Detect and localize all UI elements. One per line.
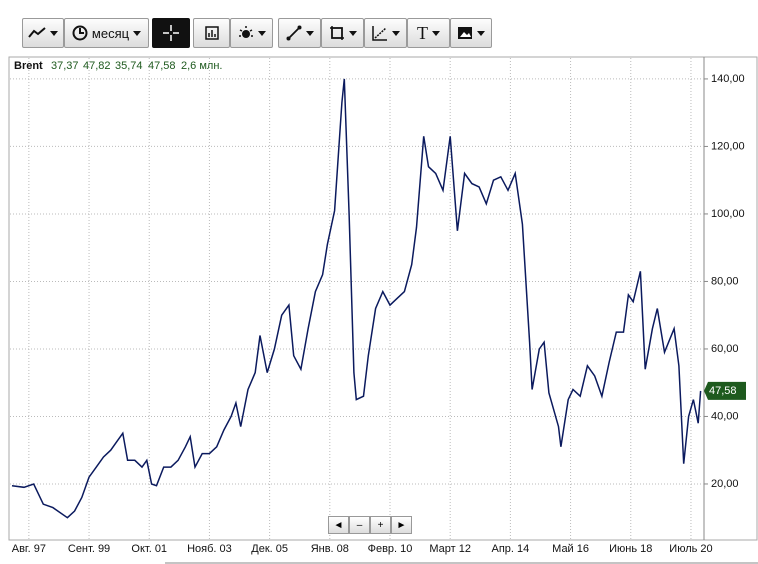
header-close: 47,58 [148, 60, 176, 72]
y-tick-label: 80,00 [711, 275, 739, 287]
x-tick-label: Янв. 08 [311, 543, 349, 555]
x-tick-label: Сент. 99 [68, 543, 110, 555]
x-tick-label: Июнь 18 [609, 543, 652, 555]
text-tool-label: T [417, 22, 428, 43]
nav-left[interactable]: ◄ [328, 516, 349, 534]
header-open: 37,37 [51, 60, 79, 72]
icon [238, 26, 253, 38]
icon [371, 26, 387, 41]
period-button[interactable]: месяц [64, 18, 149, 48]
nav-right[interactable]: ► [391, 516, 412, 534]
price-line [11, 78, 702, 519]
x-tick-label: Май 16 [552, 543, 589, 555]
x-tick-label: Авг. 97 [12, 543, 46, 555]
y-tick-label: 140,00 [711, 73, 745, 85]
period-label: месяц [91, 25, 130, 41]
x-tick-label: Нояб. 03 [187, 543, 232, 555]
chart-frame [8, 56, 758, 541]
chart-type-button[interactable] [22, 18, 64, 48]
y-tick-label: 100,00 [711, 208, 745, 220]
icon [28, 27, 46, 38]
icon [458, 27, 472, 39]
price-tag [704, 381, 746, 400]
icon [329, 26, 344, 40]
settings-button[interactable] [230, 18, 273, 48]
indicator-button[interactable] [193, 18, 230, 48]
icon [204, 26, 219, 40]
image-button[interactable] [450, 18, 492, 48]
shape-tool-button[interactable] [321, 18, 364, 48]
x-tick-label: Окт. 01 [131, 543, 167, 555]
y-tick-label: 40,00 [711, 410, 739, 422]
y-tick-label: 120,00 [711, 140, 745, 152]
header-volume: 2,6 млн. [181, 60, 222, 72]
x-tick-label: Апр. 14 [492, 543, 530, 555]
header-low: 35,74 [115, 60, 143, 72]
fib-tool-button[interactable] [364, 18, 407, 48]
icon [286, 25, 301, 41]
nav-zoom-in[interactable]: + [370, 516, 391, 534]
y-tick-label: 60,00 [711, 343, 739, 355]
y-tick-label: 20,00 [711, 478, 739, 490]
x-tick-label: Февр. 10 [368, 543, 413, 555]
price-tag-label: 47,58 [709, 385, 737, 397]
icon [72, 25, 88, 41]
line-tool-button[interactable] [278, 18, 321, 48]
x-tick-label: Март 12 [429, 543, 471, 555]
icon [163, 25, 179, 41]
nav-zoom-out[interactable]: – [349, 516, 370, 534]
header-high: 47,82 [83, 60, 111, 72]
legend-name: Brent [14, 60, 43, 72]
crosshair-button[interactable] [152, 18, 190, 48]
text-tool-button[interactable]: T [407, 18, 450, 48]
x-tick-label: Дек. 05 [251, 543, 288, 555]
x-tick-label: Июль 20 [669, 543, 712, 555]
